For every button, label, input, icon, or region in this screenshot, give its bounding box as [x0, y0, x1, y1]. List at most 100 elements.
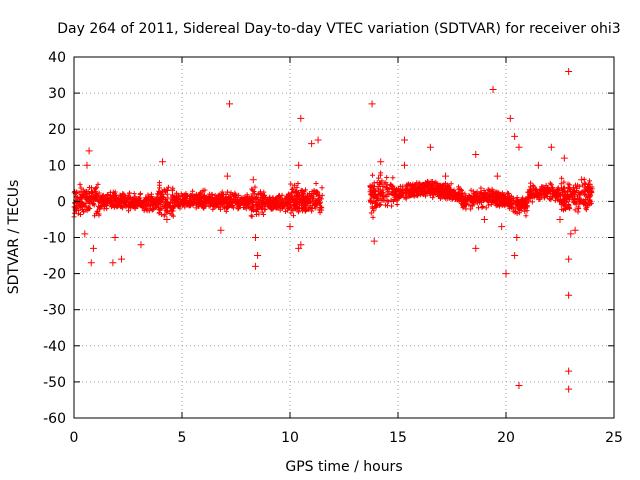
outlier-point	[513, 234, 521, 241]
band-point	[225, 189, 231, 195]
band-point	[457, 191, 463, 197]
band-point	[77, 211, 83, 217]
band-point	[483, 205, 489, 211]
band-point	[529, 188, 535, 194]
outlier-point	[377, 158, 385, 166]
band-point	[411, 189, 417, 195]
band-point	[291, 213, 297, 219]
band-point	[86, 184, 92, 190]
band-point	[368, 192, 374, 198]
band-point	[445, 182, 451, 188]
band-point	[377, 172, 383, 178]
band-point	[276, 193, 282, 199]
band-point	[201, 201, 207, 207]
band-point	[140, 205, 146, 211]
band-point	[415, 184, 421, 190]
outlier-point	[251, 262, 259, 270]
band-point	[462, 191, 468, 197]
band-point	[518, 208, 524, 214]
band-point	[575, 209, 581, 215]
band-point	[118, 203, 124, 209]
band-point	[161, 213, 167, 219]
band-point	[89, 195, 95, 201]
band-point	[92, 213, 98, 219]
band-point	[170, 213, 176, 219]
band-point	[252, 184, 258, 190]
band-point	[425, 179, 431, 185]
band-point	[296, 209, 302, 215]
band-point	[230, 200, 236, 206]
band-point	[292, 189, 298, 195]
band-point	[430, 195, 436, 201]
band-point	[200, 189, 206, 195]
band-point	[288, 197, 294, 203]
band-point	[130, 204, 136, 210]
band-point	[587, 184, 593, 190]
band-point	[154, 199, 160, 205]
band-point	[131, 199, 137, 205]
outlier-point	[560, 154, 568, 162]
band-point	[169, 197, 175, 203]
band-point	[309, 208, 315, 214]
band-point	[121, 191, 127, 197]
band-point	[274, 205, 280, 211]
band-point	[383, 185, 389, 191]
band-point	[277, 203, 283, 209]
band-point	[369, 195, 375, 201]
outlier-point	[400, 136, 408, 144]
band-point	[583, 205, 589, 211]
band-point	[123, 204, 129, 210]
outlier-point	[85, 147, 93, 155]
band-point	[157, 191, 163, 197]
band-point	[585, 194, 591, 200]
band-point	[89, 189, 95, 195]
band-point	[138, 191, 144, 197]
outlier-point	[254, 252, 262, 260]
band-point	[126, 202, 132, 208]
band-point	[165, 184, 171, 190]
band-point	[126, 208, 132, 214]
band-point	[559, 200, 565, 206]
band-point	[260, 193, 266, 199]
band-point	[268, 201, 274, 207]
band-point	[547, 180, 553, 186]
band-point	[499, 196, 505, 202]
band-point	[487, 189, 493, 195]
axis-ticks	[73, 56, 615, 419]
band-point	[414, 180, 420, 186]
band-point	[429, 178, 435, 184]
band-point	[306, 194, 312, 200]
x-tick-label: 10	[281, 430, 299, 446]
band-point	[294, 204, 300, 210]
band-point	[373, 200, 379, 206]
band-point	[445, 192, 451, 198]
band-point	[203, 198, 209, 204]
band-point	[434, 192, 440, 198]
band-point	[273, 195, 279, 201]
outlier-point	[297, 241, 305, 249]
band-point	[415, 191, 421, 197]
band-point	[192, 200, 198, 206]
band-point	[449, 197, 455, 203]
band-point	[513, 208, 519, 214]
band-point	[249, 186, 255, 192]
band-point	[576, 191, 582, 197]
band-point	[252, 191, 258, 197]
chart-title: Day 264 of 2011, Sidereal Day-to-day VTE…	[57, 21, 620, 37]
band-point	[187, 197, 193, 203]
band-point	[190, 188, 196, 194]
band-point	[77, 181, 83, 187]
band-point	[523, 213, 529, 219]
band-point	[164, 191, 170, 197]
band-point	[584, 203, 590, 209]
y-tick-label: -10	[43, 231, 66, 247]
band-point	[84, 207, 90, 213]
band-point	[572, 188, 578, 194]
band-point	[442, 188, 448, 194]
band-point	[178, 191, 184, 197]
band-point	[193, 191, 199, 197]
band-point	[505, 191, 511, 197]
band-point	[583, 199, 589, 205]
x-tick-label: 25	[605, 430, 623, 446]
band-point	[572, 207, 578, 213]
